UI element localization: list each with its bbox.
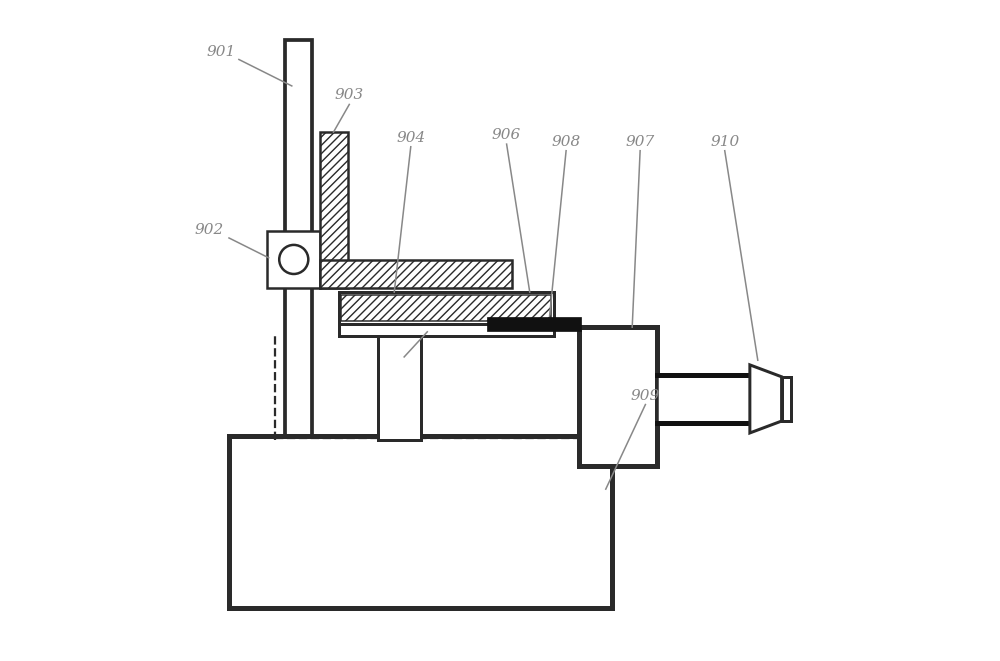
Bar <box>487 317 581 331</box>
Bar <box>378 335 421 440</box>
Bar <box>341 295 551 321</box>
Bar <box>657 375 750 423</box>
Text: 909: 909 <box>631 389 660 403</box>
Text: 907: 907 <box>626 135 655 149</box>
Bar <box>267 231 320 288</box>
Bar <box>339 292 554 324</box>
Bar <box>339 324 554 336</box>
Bar <box>285 40 312 608</box>
Text: 901: 901 <box>206 46 236 59</box>
Text: 908: 908 <box>551 135 581 149</box>
Text: 902: 902 <box>195 223 224 237</box>
Bar <box>579 327 657 466</box>
Text: 910: 910 <box>710 135 739 149</box>
Bar <box>782 377 791 421</box>
Text: 904: 904 <box>396 132 425 145</box>
Bar <box>320 260 512 288</box>
Bar <box>229 436 612 608</box>
Text: 906: 906 <box>492 128 521 142</box>
Bar <box>320 132 348 288</box>
Polygon shape <box>750 365 782 433</box>
Text: 905: 905 <box>413 317 442 330</box>
Text: 903: 903 <box>335 89 364 102</box>
